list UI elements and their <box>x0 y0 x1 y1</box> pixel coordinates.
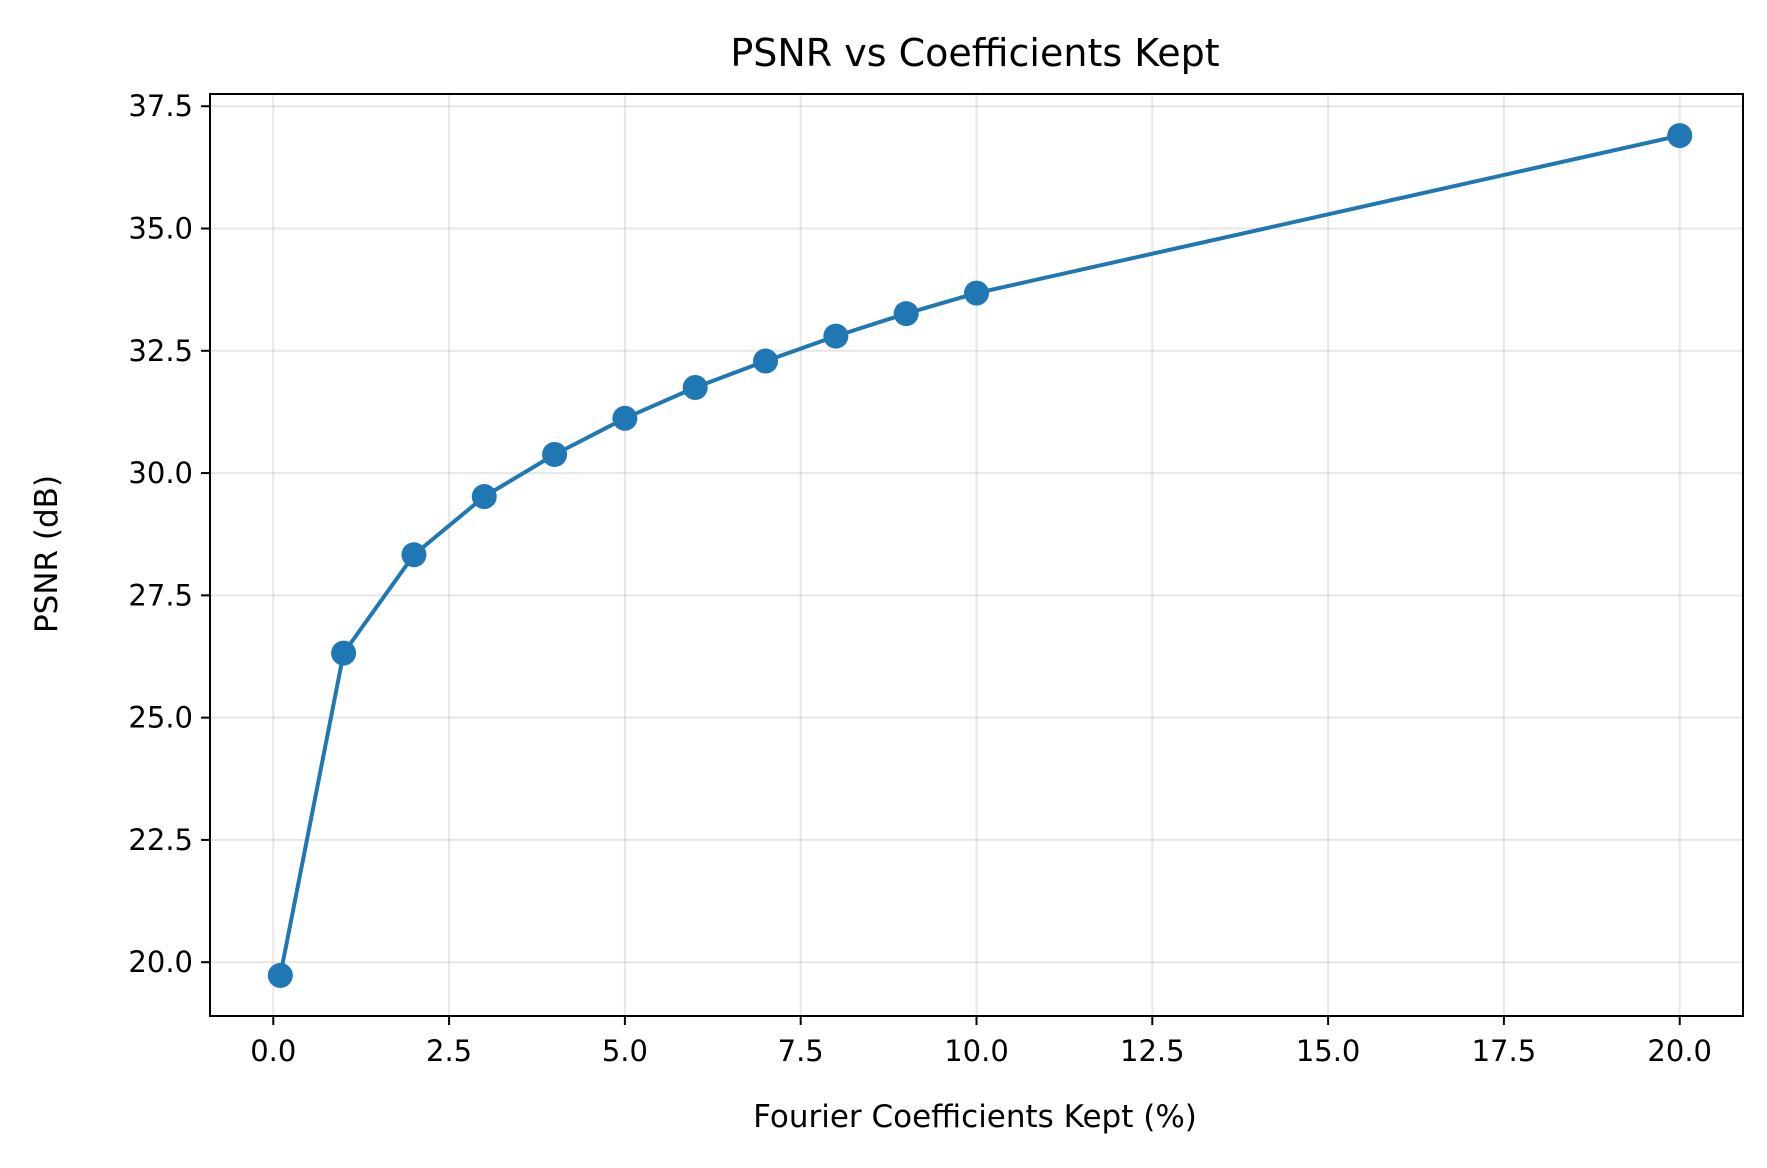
chart-title: PSNR vs Coefficients Kept <box>730 31 1219 75</box>
y-tick-label: 30.0 <box>128 456 193 490</box>
x-tick-label: 17.5 <box>1472 1034 1537 1068</box>
x-tick-label: 7.5 <box>778 1034 824 1068</box>
x-tick-label: 10.0 <box>944 1034 1009 1068</box>
data-point <box>823 323 849 349</box>
y-tick-label: 35.0 <box>128 212 193 246</box>
series-layer <box>267 123 1693 988</box>
grid <box>210 94 1743 1016</box>
y-tick-label: 37.5 <box>128 89 193 123</box>
x-tick-label: 0.0 <box>250 1034 296 1068</box>
data-point <box>893 301 919 327</box>
x-axis-label: Fourier Coefficients Kept (%) <box>753 1099 1197 1135</box>
data-point <box>1667 123 1693 149</box>
y-tick-label: 27.5 <box>128 578 193 612</box>
data-point <box>267 962 293 988</box>
x-tick-label: 12.5 <box>1120 1034 1185 1068</box>
axis-ticks: 0.0 2.5 5.0 7.5 10.0 12.5 15.0 17.5 20.0 20.0 22.5… <box>128 89 1712 1068</box>
data-point <box>331 640 357 666</box>
data-point <box>612 405 638 431</box>
y-tick-label: 20.0 <box>128 945 193 979</box>
data-point <box>964 280 989 306</box>
data-point <box>471 484 497 510</box>
x-tick-label: 5.0 <box>602 1034 648 1068</box>
y-tick-label: 32.5 <box>128 334 193 368</box>
y-tick-label: 22.5 <box>128 823 193 857</box>
y-axis-label: PSNR (dB) <box>29 475 65 633</box>
x-tick-label: 15.0 <box>1296 1034 1361 1068</box>
data-point <box>401 542 427 568</box>
y-tick-label: 25.0 <box>128 701 193 735</box>
data-point <box>682 374 708 400</box>
data-point <box>542 441 568 467</box>
x-tick-label: 2.5 <box>426 1034 472 1068</box>
x-tick-label: 20.0 <box>1647 1034 1712 1068</box>
data-point <box>753 348 779 374</box>
